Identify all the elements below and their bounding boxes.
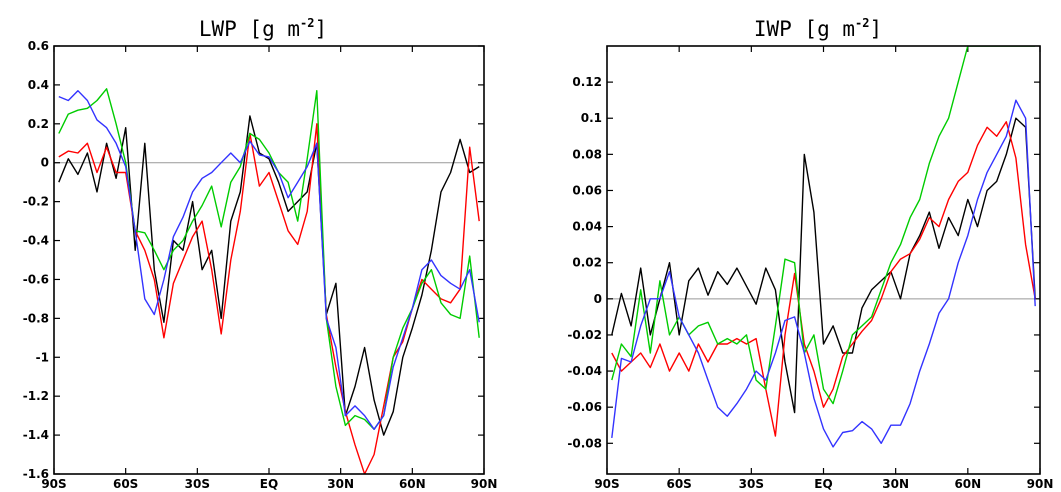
iwp-series-line-4 — [611, 99, 1036, 448]
lwp-ytick-label: -0.6 — [23, 272, 49, 286]
iwp-ytick-label: -0.02 — [567, 328, 602, 342]
lwp-series-line-3 — [58, 88, 480, 430]
lwp-xtick-label: 30S — [185, 477, 210, 491]
iwp-series-line-2 — [611, 121, 1036, 437]
iwp-ytick-label: 0.06 — [572, 183, 602, 197]
iwp-xtick-label: 60S — [666, 477, 691, 491]
iwp-ytick-label: -0.06 — [567, 400, 602, 414]
iwp-xtick-label: 90N — [1027, 477, 1054, 491]
lwp-series-line-4 — [58, 89, 480, 430]
iwp-axes: -0.08 -0.06 -0.04 -0.02 0 0.02 0.04 0.06 0.08 0.1… — [567, 46, 1053, 491]
lwp-axes: -1.6 -1.4 -1.2 -1 -0.8 -0.6 -0.4 -0.2 0 0.2 0.4 0.6… — [23, 39, 498, 491]
iwp-xtick-label: 30N — [882, 477, 909, 491]
lwp-xtick-label: 60N — [399, 477, 426, 491]
iwp-xtick-label: 60N — [954, 477, 981, 491]
lwp-ytick-label: -0.2 — [23, 195, 49, 209]
lwp-ytick-label: -1 — [36, 350, 49, 364]
lwp-ytick-label: -0.8 — [23, 311, 49, 325]
lwp-series-line-1 — [58, 115, 480, 436]
iwp-ytick-label: -0.08 — [567, 436, 602, 450]
lwp-ytick-label: 0.4 — [28, 78, 49, 92]
lwp-xtick-label: 60S — [113, 477, 138, 491]
lwp-xtick-label: EQ — [260, 477, 278, 491]
iwp-ytick-label: 0.1 — [581, 111, 602, 125]
iwp-title: IWP [g m-2] — [754, 16, 882, 41]
lwp-plot-frame — [53, 45, 485, 475]
iwp-ytick-label: 0.12 — [572, 75, 602, 89]
iwp-plot-frame — [606, 45, 1041, 475]
iwp-panel: IWP [g m-2] -0.08 -0.06 -0.04 -0.02 0 0.02 0.0… — [567, 16, 1053, 491]
iwp-xtick-label: 90S — [594, 477, 619, 491]
lwp-panel: LWP [g m-2] -1.6 -1.4 -1.2 -1 -0.8 -0.6 -0.4 -0… — [23, 16, 498, 491]
lwp-series-group — [58, 88, 480, 474]
lwp-xtick-label: 30N — [327, 477, 354, 491]
lwp-ytick-label: -1.6 — [23, 467, 49, 481]
lwp-ytick-label: 0.6 — [28, 39, 49, 53]
lwp-ytick-label: 0.2 — [28, 117, 49, 131]
iwp-series-line-1 — [611, 117, 1036, 414]
iwp-ytick-label: 0.02 — [572, 256, 602, 270]
iwp-ytick-label: 0.04 — [572, 220, 602, 234]
lwp-xtick-label: 90N — [471, 477, 498, 491]
lwp-title: LWP [g m-2] — [199, 16, 327, 41]
lwp-ytick-label: -1.2 — [23, 389, 49, 403]
iwp-series-line-3 — [611, 46, 1036, 405]
iwp-series-group — [611, 46, 1036, 448]
lwp-ytick-label: -1.4 — [23, 428, 49, 442]
iwp-ytick-label: 0 — [594, 292, 602, 306]
iwp-ytick-label: -0.04 — [567, 364, 602, 378]
iwp-ytick-label: 0.08 — [572, 147, 602, 161]
lwp-xtick-label: 90S — [41, 477, 66, 491]
lwp-ytick-label: -0.4 — [23, 234, 49, 248]
iwp-xtick-label: 30S — [739, 477, 764, 491]
iwp-xtick-label: EQ — [814, 477, 832, 491]
lwp-ytick-label: 0 — [41, 156, 49, 170]
